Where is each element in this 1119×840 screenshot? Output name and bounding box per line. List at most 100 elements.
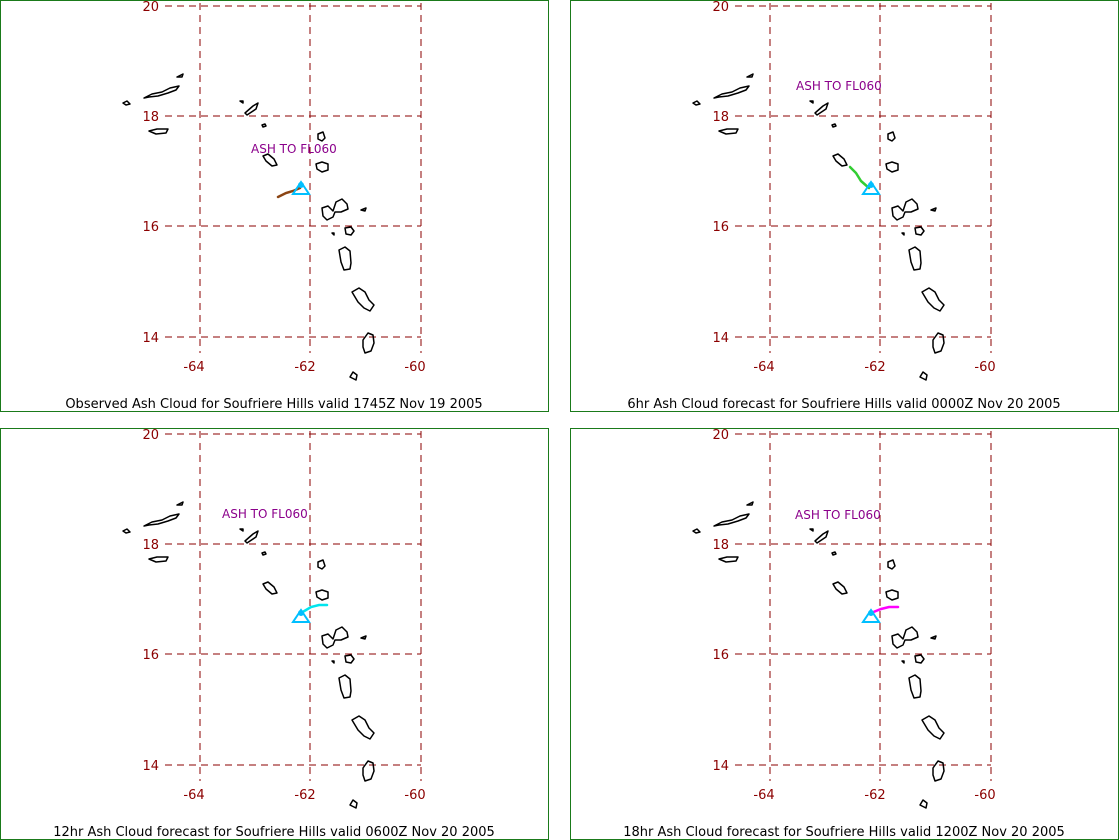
island-outline [908,246,922,271]
ash-cloud-icon [848,165,871,190]
island-outline [331,660,335,664]
island-outline [143,513,180,527]
lat-label: 18 [712,110,729,125]
ash-cloud-panel-3: 20 18 16 14 -64 -62 -60 [0,428,549,840]
longitude-labels: -64 -62 -60 [183,788,425,803]
coastlines [122,73,375,381]
island-outline [362,332,375,354]
island-outline [349,799,358,809]
island-outline [315,589,329,601]
lat-label: 16 [142,220,159,235]
island-outline [746,73,754,78]
island-outline [122,100,131,106]
volcano-marker [861,180,881,195]
map-canvas: 20 18 16 14 -64 -62 -60 [65,1,482,412]
island-outline [315,161,329,173]
island-outline [321,198,349,221]
island-outline [887,559,896,570]
ash-cloud-panel-4: 20 18 16 14 -64 -62 -60 [570,428,1119,840]
island-outline [344,654,355,664]
lon-label: -64 [183,788,204,803]
island-outline [809,528,814,532]
island-outline [921,287,945,312]
island-outline [692,528,701,534]
map-canvas: 20 18 16 14 -64 -62 -60 [53,429,495,840]
island-outline [148,128,169,135]
island-outline [901,232,905,236]
island-outline [317,559,326,570]
island-outline [831,551,837,556]
lat-label: 20 [712,1,729,15]
volcano-marker [291,180,311,195]
ash-cloud-icon [869,605,900,615]
lat-label: 18 [142,538,159,553]
longitude-labels: -64 -62 -60 [753,788,995,803]
ash-cloud-icon [299,603,329,615]
lat-label: 18 [142,110,159,125]
coastlines [692,501,945,809]
panel-caption: 12hr Ash Cloud forecast for Soufriere Hi… [53,825,495,840]
lat-lon-grid [165,431,422,781]
island-outline [331,232,335,236]
ash-cloud [299,603,329,615]
ash-top-label: ASH TO FL060 [796,79,882,93]
island-outline [349,371,358,381]
triangle-icon [291,180,311,195]
vent-dot [298,182,304,188]
island-outline [930,635,937,640]
lon-label: -60 [974,788,995,803]
island-outline [887,131,896,142]
lat-label: 16 [712,220,729,235]
island-outline [891,626,919,649]
volcano-marker [291,608,311,623]
island-outline [832,581,848,595]
panel-caption: Observed Ash Cloud for Soufriere Hills v… [65,397,482,412]
lon-label: -64 [753,788,774,803]
island-outline [262,581,278,595]
latitude-labels: 20 18 16 14 [712,1,729,346]
lat-lon-grid [735,3,992,353]
island-outline [176,501,184,506]
lat-label: 20 [142,1,159,15]
lat-label: 14 [142,331,159,346]
island-outline [814,102,829,116]
panel-caption: 18hr Ash Cloud forecast for Soufriere Hi… [623,825,1065,840]
panel-caption: 6hr Ash Cloud forecast for Soufriere Hil… [627,397,1060,412]
island-outline [718,128,739,135]
lon-label: -62 [294,788,315,803]
island-outline [122,528,131,534]
longitude-labels: -64 -62 -60 [183,360,425,375]
island-outline [885,589,899,601]
coastlines [122,501,375,809]
volcano-marker [861,608,881,623]
island-outline [746,501,754,506]
island-outline [921,715,945,740]
lat-label: 14 [712,759,729,774]
latitude-labels: 20 18 16 14 [712,429,729,774]
ash-cloud-panel-2: 20 18 16 14 -64 -62 -60 [570,0,1119,412]
ash-cloud-panel-1: 20 18 16 14 -64 -62 -60 [0,0,549,412]
latitude-labels: 20 18 16 14 [142,1,159,346]
island-outline [362,760,375,782]
coastlines [692,73,945,381]
island-outline [832,153,848,167]
island-outline [344,226,355,236]
island-outline [338,246,352,271]
island-outline [360,207,367,212]
triangle-icon [861,180,881,195]
island-outline [148,556,169,563]
island-outline [244,102,259,116]
ash-top-label: ASH TO FL060 [795,508,881,522]
latitude-labels: 20 18 16 14 [142,429,159,774]
island-outline [914,226,925,236]
island-outline [831,123,837,128]
lon-label: -62 [864,788,885,803]
lat-lon-grid [735,431,992,781]
map-canvas: 20 18 16 14 -64 -62 -60 [623,429,1065,840]
lat-label: 18 [712,538,729,553]
longitude-labels: -64 -62 -60 [753,360,995,375]
island-outline [239,100,244,104]
island-outline [262,153,278,167]
island-outline [317,131,326,142]
lon-label: -60 [404,788,425,803]
